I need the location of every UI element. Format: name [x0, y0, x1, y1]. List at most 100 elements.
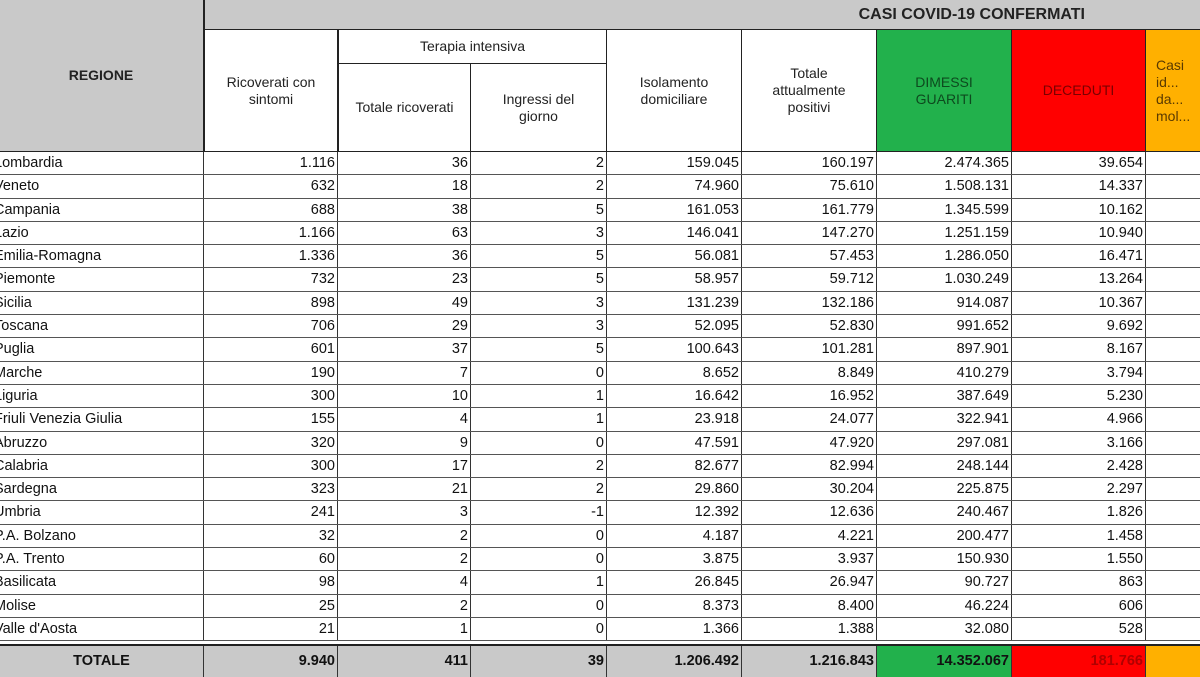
positivi-value: 160.197	[742, 152, 877, 175]
positivi-value: 24.077	[742, 408, 877, 431]
deceduti-value: 14.337	[1012, 175, 1146, 198]
ricoverati-value: 300	[204, 454, 338, 478]
ricoverati-value: 632	[204, 175, 338, 198]
terapia-value: 49	[338, 291, 471, 315]
table-row: Lazio 1.166 63 3 146.041 147.270 1.251.1…	[0, 221, 1200, 246]
table-row: Abruzzo 320 9 0 47.591 47.920 297.081 3.…	[0, 431, 1200, 455]
isolamento-value: 56.081	[607, 245, 742, 268]
ingressi-value: 2	[471, 454, 607, 478]
deceduti-value: 3.166	[1012, 431, 1146, 454]
dimessi-value: 46.224	[877, 594, 1012, 617]
ricoverati-value: 98	[204, 571, 338, 594]
positivi-value: 132.186	[742, 291, 877, 315]
table-body: Lombardia 1.116 36 2 159.045 160.197 2.4…	[0, 152, 1200, 642]
ingressi-value: 2	[471, 478, 607, 501]
dimessi-value: 410.279	[877, 361, 1012, 384]
dimessi-value: 150.930	[877, 548, 1012, 571]
dimessi-value: 322.941	[877, 408, 1012, 431]
deceduti-value: 10.367	[1012, 291, 1146, 315]
ingressi-value: 0	[471, 548, 607, 571]
positivi-value: 4.221	[742, 524, 877, 548]
casi-value	[1146, 455, 1200, 477]
ricoverati-value: 300	[204, 384, 338, 408]
dimessi-value: 897.901	[877, 338, 1012, 361]
ricoverati-value: 898	[204, 291, 338, 315]
positivi-value: 47.920	[742, 431, 877, 454]
deceduti-value: 1.458	[1012, 524, 1146, 548]
isolamento-value: 131.239	[607, 291, 742, 315]
positivi-value: 52.830	[742, 315, 877, 338]
terapia-value: 4	[338, 571, 471, 594]
deceduti-value: 8.167	[1012, 338, 1146, 361]
dimessi-value: 240.467	[877, 501, 1012, 524]
table-row: Veneto 632 18 2 74.960 75.610 1.508.131 …	[0, 175, 1200, 199]
region-name: Toscana	[0, 315, 204, 338]
dimessi-value: 2.474.365	[877, 152, 1012, 175]
terapia-value: 36	[338, 152, 471, 175]
isolamento-value: 16.642	[607, 384, 742, 408]
table-row: Piemonte 732 23 5 58.957 59.712 1.030.24…	[0, 268, 1200, 292]
isolamento-value: 47.591	[607, 431, 742, 454]
casi-value	[1146, 222, 1200, 244]
ricoverati-value: 1.166	[204, 221, 338, 245]
casi-value	[1146, 315, 1200, 337]
isolamento-header: Isolamento domiciliare	[606, 29, 742, 152]
ricoverati-value: 241	[204, 501, 338, 524]
isolamento-value: 8.652	[607, 361, 742, 384]
positivi-value: 16.952	[742, 384, 877, 408]
ingressi-value: 1	[471, 408, 607, 431]
ricoverati-value: 1.116	[204, 152, 338, 175]
casi-value	[1146, 548, 1200, 570]
region-name: Emilia-Romagna	[0, 245, 204, 268]
terapia-value: 37	[338, 338, 471, 361]
terapia-value: 36	[338, 245, 471, 268]
deceduti-value: 1.550	[1012, 548, 1146, 571]
casi-value	[1146, 618, 1200, 640]
terapia-header: Terapia intensiva	[338, 29, 607, 64]
terapia-value: 21	[338, 478, 471, 501]
positivi-value: 59.712	[742, 268, 877, 291]
casi-value	[1146, 292, 1200, 314]
ingressi-value: 3	[471, 221, 607, 245]
positivi-value: 57.453	[742, 245, 877, 268]
deceduti-header: DECEDUTI	[1011, 29, 1146, 152]
region-name: Basilicata	[0, 571, 204, 594]
ingressi-value: 5	[471, 245, 607, 268]
region-name: Calabria	[0, 454, 204, 478]
casi-value	[1146, 408, 1200, 430]
table-title: CASI COVID-19 CONFERMATI	[204, 0, 1200, 30]
ricoverati-value: 25	[204, 594, 338, 617]
isolamento-value: 161.053	[607, 198, 742, 221]
dimessi-value: 914.087	[877, 291, 1012, 315]
ingressi-value: 5	[471, 338, 607, 361]
table-row: Puglia 601 37 5 100.643 101.281 897.901 …	[0, 338, 1200, 362]
isolamento-value: 146.041	[607, 221, 742, 245]
terapia-value: 18	[338, 175, 471, 198]
ingressi-value: 0	[471, 617, 607, 641]
isolamento-value: 1.366	[607, 617, 742, 641]
dimessi-value: 1.508.131	[877, 175, 1012, 198]
region-name: Liguria	[0, 384, 204, 408]
isolamento-value: 12.392	[607, 501, 742, 524]
isolamento-value: 82.677	[607, 454, 742, 478]
positivi-value: 3.937	[742, 548, 877, 571]
casi-value	[1146, 199, 1200, 221]
region-name: Lazio	[0, 221, 204, 245]
table-row: Toscana 706 29 3 52.095 52.830 991.652 9…	[0, 315, 1200, 339]
casi-value	[1146, 152, 1200, 174]
isolamento-value: 74.960	[607, 175, 742, 198]
isolamento-value: 58.957	[607, 268, 742, 291]
table-row: P.A. Bolzano 32 2 0 4.187 4.221 200.477 …	[0, 524, 1200, 549]
ricoverati-value: 1.336	[204, 245, 338, 268]
deceduti-value: 5.230	[1012, 384, 1146, 408]
region-name: Veneto	[0, 175, 204, 198]
positivi-header: Totale attualmente positivi	[741, 29, 877, 152]
deceduti-value: 2.428	[1012, 454, 1146, 478]
region-name: Campania	[0, 198, 204, 221]
region-name: Puglia	[0, 338, 204, 361]
casi-value	[1146, 595, 1200, 617]
region-name: Umbria	[0, 501, 204, 524]
table-row: Umbria 241 3 -1 12.392 12.636 240.467 1.…	[0, 501, 1200, 525]
ricoverati-value: 21	[204, 617, 338, 641]
